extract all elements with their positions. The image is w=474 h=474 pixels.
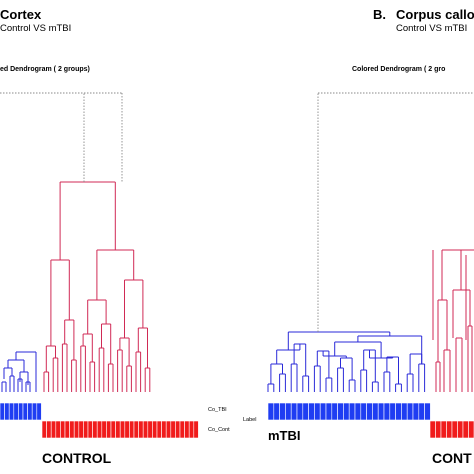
label-bar-cell-control <box>156 420 162 439</box>
label-axis-title: Label <box>243 417 257 423</box>
label-bar-cell-mtbi <box>424 402 431 421</box>
label-bar-cell-control <box>133 420 139 439</box>
label-bar-cell-mtbi <box>360 402 367 421</box>
panel-a-group-control: CONTROL <box>42 450 112 466</box>
label-bar-cell-mtbi <box>389 402 396 421</box>
panel-b-group-control: CONT <box>432 450 472 466</box>
label-bar-cell-control <box>115 420 121 439</box>
label-bar-cell-control <box>106 420 112 439</box>
label-bar-cell-control <box>41 420 47 439</box>
label-bar-cell-control <box>468 420 474 439</box>
label-bar-cell-mtbi <box>366 402 373 421</box>
label-bar-cell-control <box>69 420 75 439</box>
panel-a-title: Cortex <box>0 7 42 22</box>
label-bar-cell-mtbi <box>296 402 304 421</box>
label-bar-cell-mtbi <box>418 402 425 421</box>
label-bar-cell-control <box>147 420 153 439</box>
label-bar-cell-control <box>451 420 458 439</box>
label-bar-cell-control <box>165 420 172 439</box>
label-bar-cell-mtbi <box>354 402 362 421</box>
panel-b-title: Corpus callo <box>396 7 474 22</box>
label-bar-cell-mtbi <box>18 402 24 421</box>
panel-a-dendrogram-title: ed Dendrogram ( 2 groups) <box>0 66 90 73</box>
label-bar-cell-mtbi <box>267 402 275 421</box>
label-bar-cell-control <box>457 420 464 439</box>
label-bar-cell-mtbi <box>401 402 408 421</box>
label-bar-cell-control <box>119 420 126 439</box>
label-bar-cell-control <box>110 420 116 439</box>
label-bar-cell-control <box>179 420 185 439</box>
label-bar-cell-mtbi <box>4 402 10 421</box>
label-bar-cell-mtbi <box>13 402 19 421</box>
label-bar-cell-mtbi <box>279 402 286 421</box>
row-label-co-tbi: Co_TBI <box>208 407 227 413</box>
label-bar-cell-mtbi <box>337 402 344 421</box>
label-bar-cell-control <box>462 420 469 439</box>
panel-b-dendrogram <box>267 92 474 392</box>
label-bar-cell-mtbi <box>383 402 391 421</box>
label-bar-cell-control <box>170 420 176 439</box>
label-bar-cell-mtbi <box>314 402 321 421</box>
label-bar-cell-control <box>435 420 442 439</box>
label-bar-cell-control <box>188 420 195 439</box>
label-bar-cell-mtbi <box>325 402 333 421</box>
label-bar-cell-control <box>50 420 57 439</box>
label-bar-cell-control <box>46 420 52 439</box>
label-bar-cell-control <box>55 420 61 439</box>
label-bar-cell-mtbi <box>290 402 298 421</box>
label-bar-cell-mtbi <box>31 402 38 421</box>
panel-a-subtitle: Control VS mTBI <box>0 23 72 34</box>
label-bar-cell-mtbi <box>377 402 385 421</box>
label-bar-cell-control <box>152 420 158 439</box>
label-bar-cell-control <box>440 420 447 439</box>
label-bar-cell-control <box>175 420 181 439</box>
label-bar-cell-control <box>96 420 103 439</box>
label-bar-cell-control <box>78 420 84 439</box>
label-bar-cell-mtbi <box>308 402 315 421</box>
label-bar-cell-mtbi <box>302 402 309 421</box>
label-bar-cell-mtbi <box>22 402 28 421</box>
label-bar-cell-control <box>161 420 167 439</box>
panel-a-dendrogram <box>0 92 151 392</box>
label-bar-cell-mtbi <box>273 402 280 421</box>
label-bar-cell-control <box>138 420 144 439</box>
label-bar-cell-control <box>193 420 199 439</box>
group-label-bars <box>0 402 474 439</box>
label-bar-cell-mtbi <box>319 402 327 421</box>
panel-b-subtitle: Control VS mTBI <box>396 23 468 34</box>
label-bar-cell-mtbi <box>27 402 33 421</box>
label-bar-cell-control <box>87 420 93 439</box>
label-bar-cell-control <box>446 420 453 439</box>
label-bar-cell-mtbi <box>343 402 350 421</box>
label-bar-cell-mtbi <box>412 402 420 421</box>
label-bar-cell-control <box>129 420 135 439</box>
label-bar-cell-mtbi <box>348 402 356 421</box>
label-bar-cell-control <box>73 420 80 439</box>
label-bar-cell-mtbi <box>372 402 379 421</box>
label-bar-cell-control <box>142 420 149 439</box>
label-bar-cell-control <box>60 420 66 439</box>
label-bar-cell-control <box>184 420 190 439</box>
row-label-co-cont: Co_Cont <box>208 427 230 433</box>
label-bar-cell-control <box>83 420 89 439</box>
label-bar-cell-control <box>429 420 436 439</box>
label-bar-cell-mtbi <box>331 402 338 421</box>
panel-b-group-mtbi: mTBI <box>268 428 301 443</box>
label-bar-cell-mtbi <box>36 402 42 421</box>
label-bar-cell-control <box>101 420 107 439</box>
panel-b-dendrogram-title: Colored Dendrogram ( 2 gro <box>352 66 446 73</box>
label-bar-cell-control <box>64 420 70 439</box>
label-bar-cell-control <box>92 420 98 439</box>
label-bar-cell-mtbi <box>406 402 414 421</box>
label-bar-cell-mtbi <box>395 402 402 421</box>
label-bar-cell-mtbi <box>8 402 15 421</box>
label-bar-cell-mtbi <box>285 402 292 421</box>
label-bar-cell-control <box>124 420 130 439</box>
label-bar-cell-mtbi <box>0 402 5 421</box>
panel-b-letter: B. <box>373 7 386 22</box>
